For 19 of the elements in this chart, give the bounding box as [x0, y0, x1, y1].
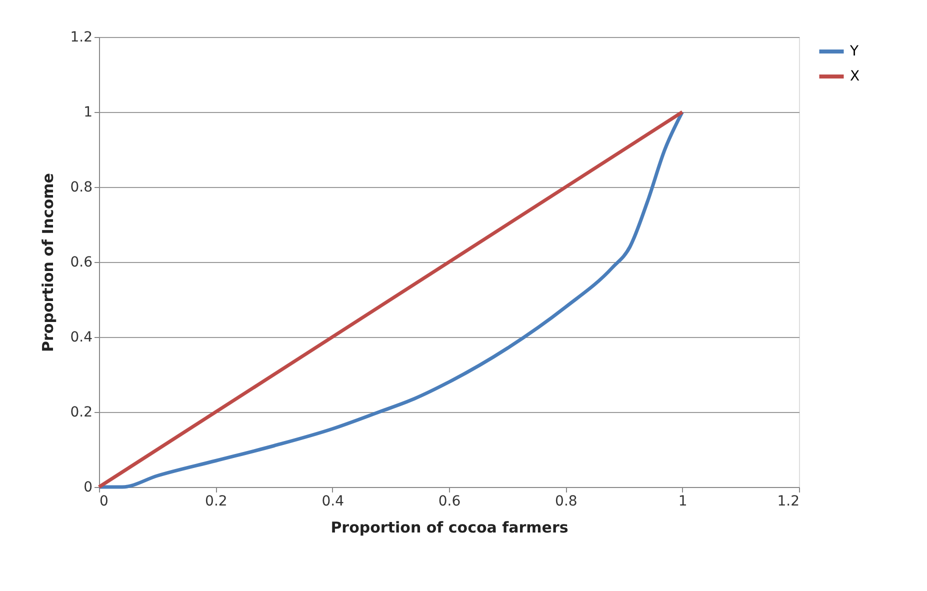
x-tick-label: 0: [100, 494, 108, 510]
y-axis-title: Proportion of Income: [39, 173, 58, 352]
y-tick-label: 0: [84, 480, 92, 496]
legend-label: Y: [849, 44, 859, 60]
y-tick-label: 1.2: [70, 30, 92, 46]
x-tick-label: 0.8: [555, 494, 578, 510]
x-tick-label: 1.2: [777, 494, 800, 510]
y-tick-label: 0.8: [70, 180, 92, 196]
x-tick-label: 0.2: [205, 494, 228, 510]
line-series: [97, 110, 684, 489]
y-tick-label: 1: [84, 104, 92, 120]
y-tick-label: 0.6: [70, 254, 93, 270]
x-axis-title: Proportion of cocoa farmers: [330, 518, 568, 536]
x-tick-label: 0.6: [438, 494, 461, 510]
x-tick-label: 1: [678, 494, 688, 510]
x-tick-label: 0.4: [322, 494, 344, 510]
legend-label: X: [850, 68, 860, 84]
y-tick-label: 0.4: [70, 330, 93, 346]
y-tick-label: 0.2: [70, 404, 92, 420]
